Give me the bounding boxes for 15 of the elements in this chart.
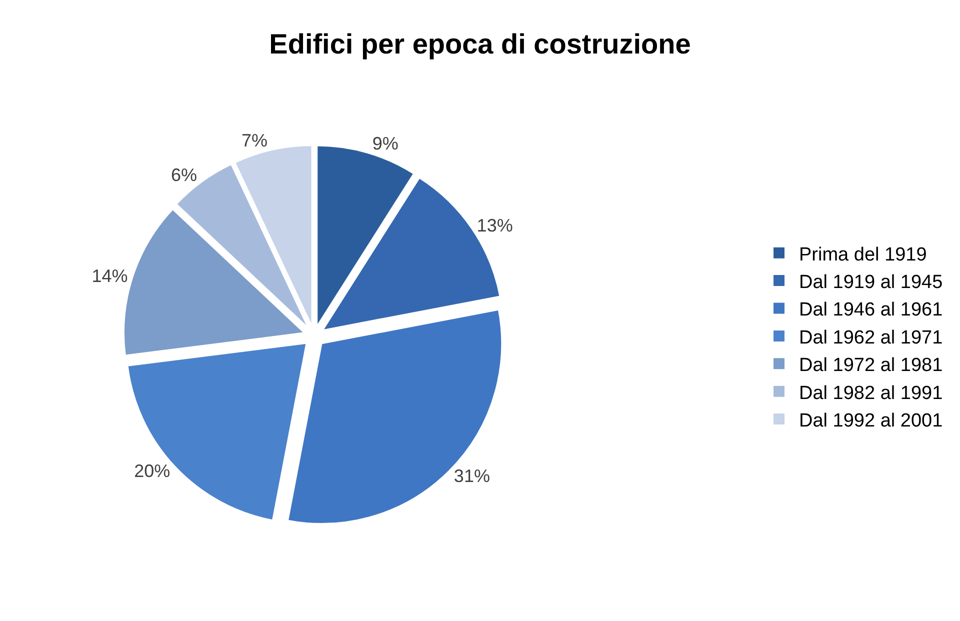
legend-label: Prima del 1919 [799, 244, 927, 266]
data-label: 31% [454, 466, 490, 486]
legend-label: Dal 1962 al 1971 [799, 327, 943, 348]
data-label: 14% [92, 266, 128, 286]
data-label: 9% [372, 134, 398, 154]
legend-label: Dal 1946 al 1961 [799, 300, 943, 321]
legend-label: Dal 1982 al 1991 [799, 382, 943, 404]
data-label: 13% [476, 216, 513, 236]
legend-label: Dal 1992 al 2001 [799, 410, 943, 432]
data-label: 20% [134, 461, 170, 482]
data-label: 7% [242, 130, 268, 150]
legend-label: Dal 1972 al 1981 [799, 355, 943, 376]
legend-label: Dal 1919 al 1945 [799, 272, 943, 293]
chart-title: Edifici per epoca di costruzione [269, 28, 691, 60]
data-label: 6% [171, 165, 198, 186]
